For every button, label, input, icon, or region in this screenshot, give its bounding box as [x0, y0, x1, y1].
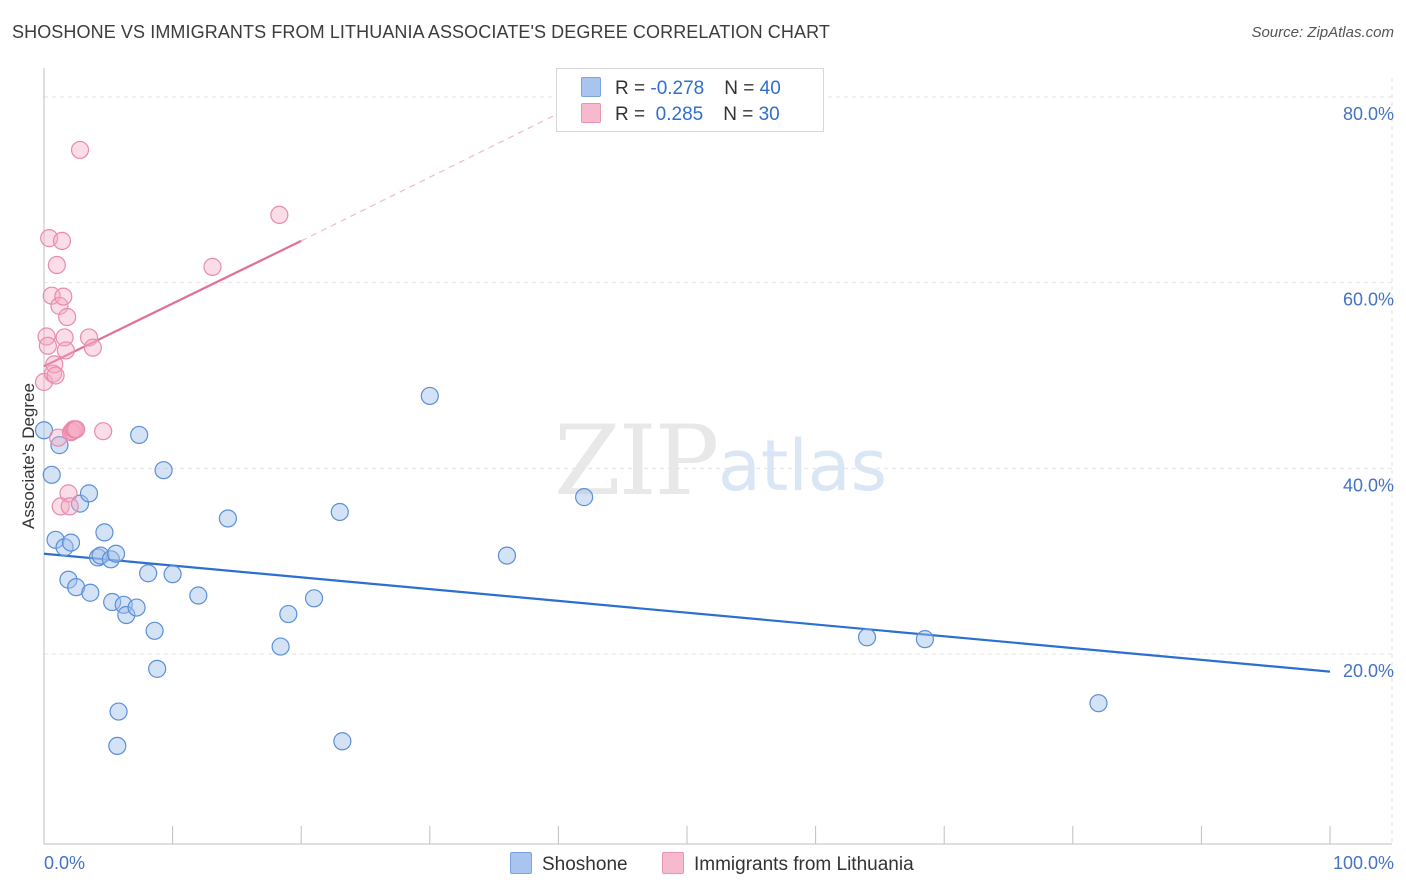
point-shoshone-10 — [81, 583, 100, 602]
point-lithuania-17 — [59, 484, 78, 503]
legend-swatch-lithuania — [581, 103, 601, 123]
point-shoshone-27 — [163, 565, 182, 584]
y-tick-label-80: 80.0% — [1343, 104, 1394, 124]
legend-r-value: -0.278 — [650, 78, 705, 99]
point-lithuania-13 — [54, 287, 73, 306]
legend-row-lithuania: R = 0.285 N = 30 — [581, 103, 780, 125]
y-axis-label: Associate's Degree — [19, 383, 38, 529]
point-shoshone-30 — [271, 637, 290, 656]
bottom-legend-swatch-shoshone — [510, 852, 532, 874]
point-lithuania-18 — [60, 497, 79, 516]
point-shoshone-0 — [34, 421, 54, 440]
correlation-legend: R = -0.278 N = 40 R = 0.285 N = 30 — [556, 68, 824, 132]
point-shoshone-6 — [61, 533, 81, 552]
point-lithuania-14 — [55, 328, 74, 347]
x-tick-label-0: 0.0% — [44, 853, 85, 873]
point-shoshone-36 — [497, 546, 517, 565]
point-lithuania-23 — [67, 420, 86, 439]
chart-title: SHOSHONE VS IMMIGRANTS FROM LITHUANIA AS… — [12, 22, 830, 42]
watermark-atlas: atlas — [718, 425, 887, 507]
legend-r-label: R = — [615, 104, 651, 125]
data-points — [34, 140, 1108, 756]
bottom-legend-shoshone: Shoshone — [510, 852, 628, 876]
point-shoshone-28 — [189, 586, 208, 605]
point-shoshone-22 — [130, 425, 149, 445]
point-shoshone-24 — [145, 621, 164, 640]
point-lithuania-27 — [94, 422, 113, 441]
point-shoshone-21 — [127, 598, 146, 617]
legend-n-value: 40 — [759, 78, 781, 99]
trend-line-1 — [43, 239, 302, 368]
point-shoshone-34 — [333, 732, 352, 751]
point-shoshone-38 — [857, 628, 877, 647]
x-tick-label-100: 100.0% — [1333, 853, 1394, 873]
y-tick-label-60: 60.0% — [1343, 290, 1394, 310]
legend-n-label: N = — [724, 78, 760, 99]
trend-lines — [43, 100, 1331, 673]
point-lithuania-8 — [47, 255, 66, 275]
point-shoshone-32 — [304, 589, 324, 608]
point-lithuania-29 — [270, 205, 289, 224]
point-shoshone-23 — [139, 564, 158, 583]
legend-r-value: 0.285 — [650, 104, 704, 125]
point-shoshone-12 — [91, 546, 110, 565]
tick-labels: 20.0% 40.0% 60.0% 80.0% 0.0% 100.0% — [44, 104, 1394, 873]
trend-line-0 — [43, 552, 1331, 673]
point-lithuania-12 — [52, 231, 72, 250]
legend-row-shoshone: R = -0.278 N = 40 — [581, 77, 781, 99]
point-shoshone-37 — [575, 488, 594, 507]
bottom-legend-swatch-lithuania — [662, 852, 684, 874]
point-shoshone-31 — [279, 604, 298, 624]
source-credit: Source: ZipAtlas.com — [1251, 24, 1394, 41]
point-shoshone-13 — [95, 523, 114, 542]
point-shoshone-40 — [1089, 694, 1108, 713]
point-shoshone-14 — [101, 550, 120, 569]
point-shoshone-16 — [106, 544, 126, 563]
point-lithuania-7 — [46, 366, 65, 385]
point-lithuania-24 — [70, 140, 90, 160]
point-shoshone-25 — [148, 659, 167, 678]
point-lithuania-5 — [43, 364, 63, 383]
point-lithuania-15 — [56, 341, 75, 360]
point-shoshone-35 — [420, 386, 439, 406]
watermark: ZIP atlas — [554, 405, 887, 517]
point-shoshone-20 — [117, 605, 136, 625]
point-shoshone-17 — [108, 736, 127, 756]
point-shoshone-15 — [103, 592, 122, 612]
legend-r-label: R = — [615, 78, 651, 99]
point-shoshone-5 — [59, 570, 78, 589]
point-shoshone-1 — [42, 465, 61, 484]
point-shoshone-39 — [915, 630, 935, 649]
bottom-legend-lithuania: Immigrants from Lithuania — [662, 852, 914, 876]
point-lithuania-1 — [37, 327, 56, 346]
point-shoshone-26 — [154, 461, 173, 480]
y-tick-label-20: 20.0% — [1343, 661, 1394, 681]
legend-n-label: N = — [723, 104, 759, 125]
point-lithuania-2 — [38, 336, 57, 355]
point-lithuania-25 — [79, 328, 99, 347]
point-shoshone-33 — [330, 502, 349, 522]
point-lithuania-26 — [83, 338, 102, 357]
trend-extension-1 — [300, 100, 585, 242]
point-shoshone-29 — [218, 509, 237, 528]
watermark-zip: ZIP — [554, 405, 717, 517]
point-shoshone-3 — [50, 436, 69, 455]
point-shoshone-8 — [70, 494, 90, 513]
legend-swatch-shoshone — [581, 77, 601, 97]
point-shoshone-18 — [109, 702, 128, 721]
point-lithuania-16 — [58, 307, 77, 327]
axes — [43, 68, 1392, 845]
bottom-legend-label-lithuania: Immigrants from Lithuania — [694, 854, 914, 875]
point-lithuania-28 — [203, 257, 222, 276]
y-tick-label-40: 40.0% — [1343, 475, 1394, 495]
bottom-legend-label-shoshone: Shoshone — [542, 854, 628, 875]
point-shoshone-9 — [79, 484, 99, 503]
legend-n-value: 30 — [758, 104, 780, 125]
